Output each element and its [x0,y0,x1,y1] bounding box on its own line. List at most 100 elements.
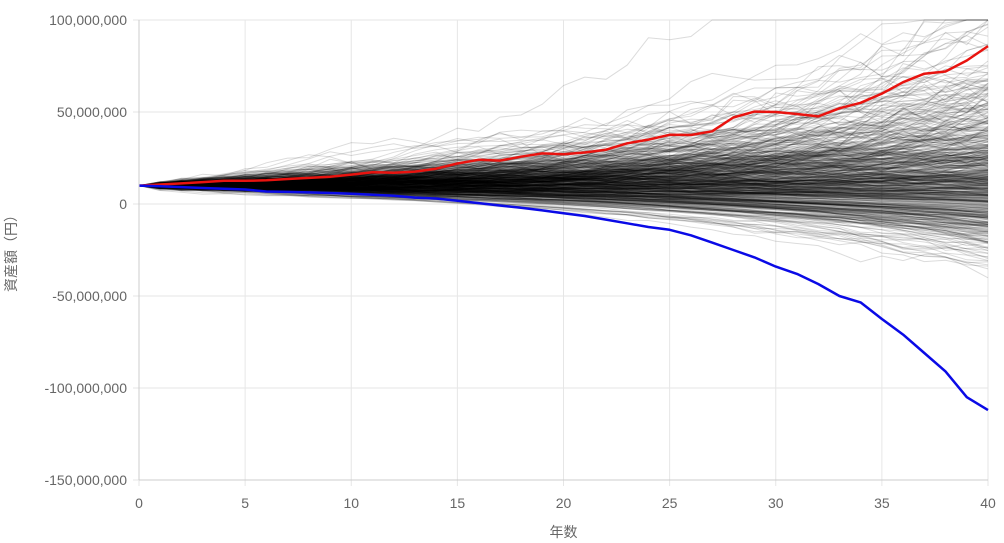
simulation-path [138,145,989,187]
simulation-path [138,156,989,187]
simulation-path [138,19,988,187]
simulation-path [138,180,989,208]
simulation-path [138,168,989,187]
simulation-path [138,170,989,190]
simulation-path [138,157,989,188]
simulation-path [138,146,989,188]
simulation-path [138,184,989,227]
simulation-path [138,169,989,189]
simulation-path [138,156,989,187]
simulation-path [138,184,989,212]
simulation-path [138,88,989,187]
simulation-path [138,183,989,224]
simulation-path [138,158,989,187]
simulation-path [138,165,989,187]
simulation-path [139,179,989,193]
simulation-path [138,176,989,187]
simulation-path [138,181,989,194]
simulation-path [138,156,989,191]
simulation-path [138,180,989,219]
simulation-path [138,104,989,187]
simulation-path [138,80,989,187]
simulation-path [138,119,989,188]
simulation-path [138,153,989,190]
simulation-path [138,185,989,207]
simulation-path [138,130,989,187]
simulation-path [138,180,989,227]
x-tick-label: 40 [980,495,996,511]
y-tick-label: 50,000,000 [57,104,127,120]
simulation-path [138,183,989,203]
simulation-path [138,87,989,187]
simulation-path [138,173,989,187]
simulation-path [138,68,989,187]
simulation-path [138,174,989,188]
simulation-path [138,164,989,187]
simulation-path [138,161,989,187]
simulation-path [138,181,989,191]
simulation-path [138,176,989,192]
simulation-path [138,159,989,191]
simulation-path [138,180,989,195]
simulation-path [138,176,989,190]
simulation-path [138,117,989,187]
simulation-path [138,185,989,204]
simulation-path [138,49,989,187]
simulation-path [138,176,989,190]
simulation-path [138,183,989,214]
simulation-path [138,174,989,187]
simulation-path [138,178,989,198]
simulation-path [138,185,989,249]
simulation-path [138,176,989,189]
simulation-path [138,23,989,187]
simulation-path [138,185,989,227]
simulation-path [138,170,989,187]
simulation-path [138,183,989,191]
simulation-path [138,184,989,190]
simulation-path [138,144,989,188]
simulation-path [138,178,989,196]
simulation-path [138,131,989,187]
simulation-path [138,144,989,188]
simulation-path [138,179,989,190]
simulation-path [138,179,989,193]
simulation-path [138,72,989,187]
simulation-path [138,185,989,225]
simulation-path [138,184,989,223]
simulation-path [138,150,989,187]
simulation-path [138,169,989,189]
simulation-path [138,67,989,187]
simulation-path [138,185,989,219]
simulation-path [138,156,989,187]
simulation-path [138,181,989,200]
simulation-path [138,155,989,187]
simulation-path [138,130,989,187]
simulation-path [138,150,989,189]
simulation-path [138,180,989,214]
simulation-path [138,151,989,187]
simulation-path [138,150,989,187]
simulation-path [138,160,989,189]
simulation-path [138,152,989,187]
simulation-path [138,182,989,197]
simulation-path [138,157,989,187]
simulation-path [138,159,989,191]
simulation-path [138,168,989,188]
simulation-path [138,19,988,187]
simulation-path [138,183,989,244]
simulation-path [139,79,989,187]
x-tick-label: 25 [662,495,678,511]
simulation-path [138,183,989,202]
simulation-path [138,169,989,191]
simulation-path [138,185,989,206]
simulation-path [138,143,989,187]
simulation-path [138,155,989,187]
simulation-path [138,160,989,188]
simulation-path [138,137,989,192]
simulation-path [138,183,989,217]
simulation-path [139,182,989,215]
simulation-path [138,181,989,233]
simulation-path [138,180,989,197]
simulation-path [138,151,989,187]
simulation-path [138,175,988,191]
